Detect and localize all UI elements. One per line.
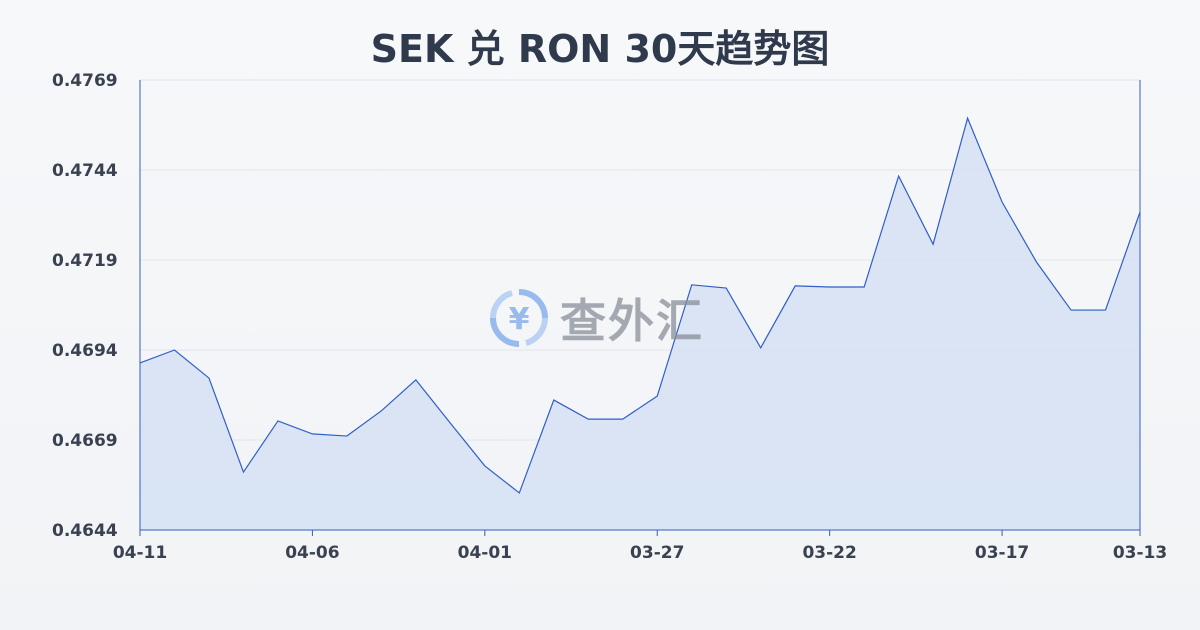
y-tick-label: 0.4744 bbox=[52, 161, 118, 181]
svg-text:¥: ¥ bbox=[509, 302, 530, 337]
series-line bbox=[139, 116, 1141, 494]
x-tick-label: 04-11 bbox=[113, 543, 167, 563]
watermark: ¥ 查外汇 bbox=[488, 285, 704, 351]
x-tick-label: 03-27 bbox=[630, 543, 684, 563]
y-tick-label: 0.4694 bbox=[52, 341, 118, 361]
y-tick-label: 0.4669 bbox=[52, 431, 118, 451]
x-tick-label: 03-13 bbox=[1113, 543, 1167, 563]
chart-title: SEK 兑 RON 30天趋势图 bbox=[370, 27, 830, 71]
yen-exchange-icon: ¥ bbox=[490, 289, 548, 347]
x-tick-label: 03-22 bbox=[802, 543, 856, 563]
y-tick-label: 0.4719 bbox=[52, 251, 118, 271]
y-tick-label: 0.4769 bbox=[52, 71, 118, 91]
x-tick-label: 04-01 bbox=[458, 543, 512, 563]
x-tick-label: 03-17 bbox=[975, 543, 1029, 563]
x-tick-label: 04-06 bbox=[285, 543, 339, 563]
watermark-text: 查外汇 bbox=[560, 294, 704, 348]
y-tick-label: 0.4644 bbox=[52, 521, 118, 541]
area-fill bbox=[140, 118, 1140, 530]
